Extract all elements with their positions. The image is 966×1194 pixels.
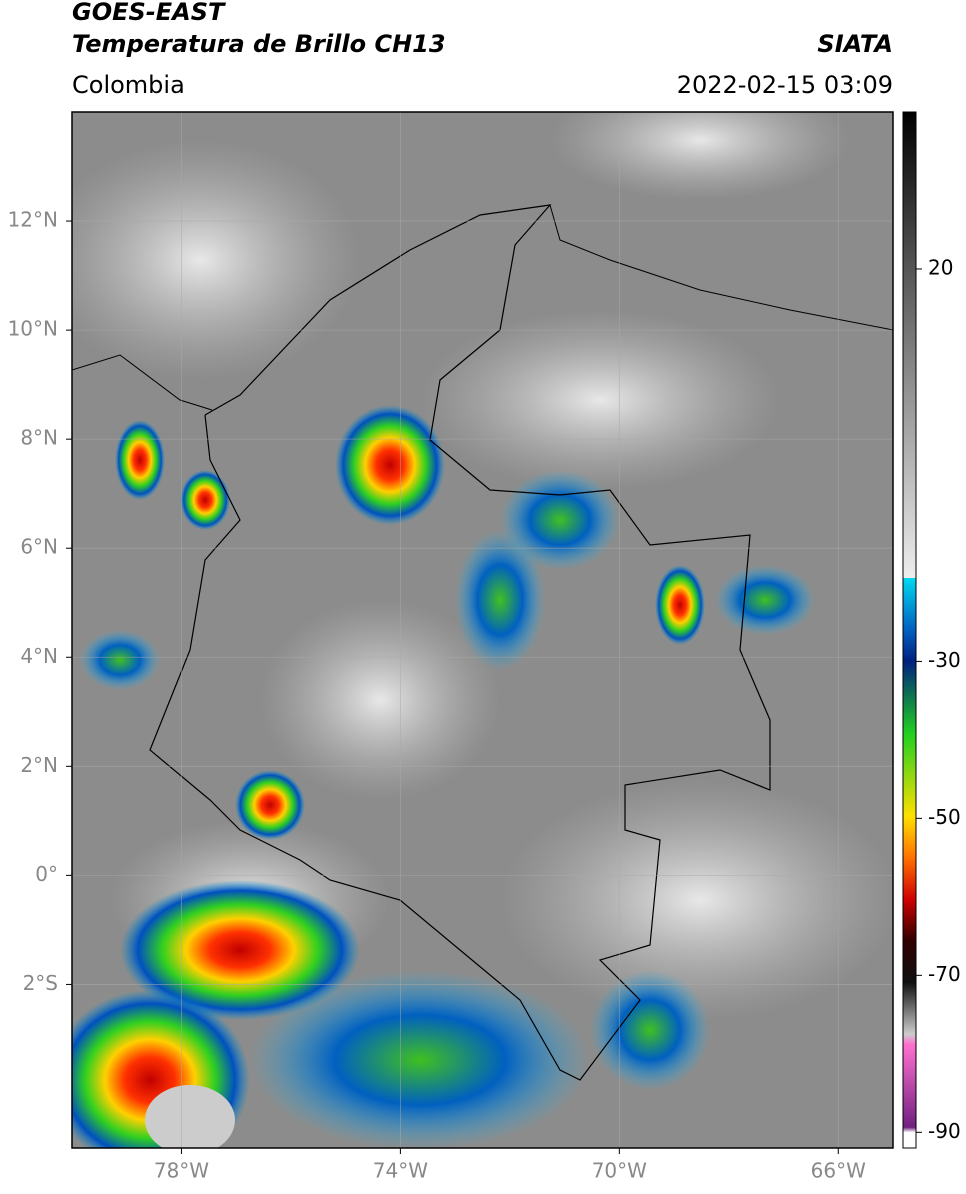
y-tick-label: 8°N bbox=[20, 426, 58, 450]
x-tick-label: 66°W bbox=[811, 1159, 866, 1183]
y-tick-label: 6°N bbox=[20, 535, 58, 559]
x-tick-label: 70°W bbox=[592, 1159, 647, 1183]
colorbar bbox=[902, 111, 917, 1149]
timestamp: 2022-02-15 03:09 bbox=[677, 71, 893, 99]
colorbar-label: -50 bbox=[928, 805, 961, 829]
y-tick-label: 2°S bbox=[23, 971, 58, 995]
source: SIATA bbox=[817, 30, 893, 58]
y-tick-label: 12°N bbox=[8, 208, 58, 232]
colorbar-label: 20 bbox=[928, 255, 953, 279]
y-tick-label: 0° bbox=[35, 862, 58, 886]
colorbar-label: -90 bbox=[928, 1119, 961, 1143]
subtitle: Temperatura de Brillo CH13 bbox=[72, 30, 446, 58]
colorbar-label: -70 bbox=[928, 962, 961, 986]
y-tick-label: 4°N bbox=[20, 644, 58, 668]
map-frame bbox=[71, 111, 894, 1149]
satellite-image bbox=[72, 112, 893, 1148]
title: GOES-EAST bbox=[72, 0, 226, 26]
grid bbox=[72, 112, 893, 1148]
y-tick-label: 10°N bbox=[8, 317, 58, 341]
x-tick-label: 78°W bbox=[154, 1159, 209, 1183]
region: Colombia bbox=[72, 71, 185, 99]
colorbar-label: -30 bbox=[928, 648, 961, 672]
x-tick-label: 74°W bbox=[373, 1159, 428, 1183]
y-tick-label: 2°N bbox=[20, 753, 58, 777]
